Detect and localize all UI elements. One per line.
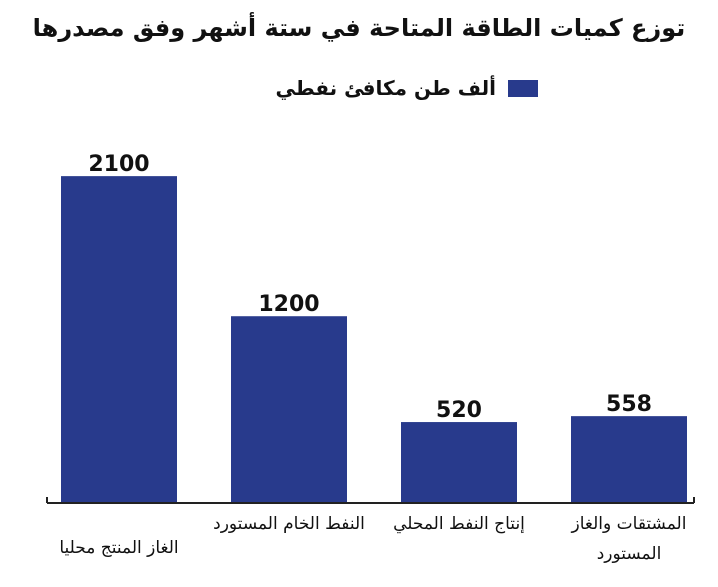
category-label-1: الغاز المنتج محليا (59, 538, 179, 558)
category-label-3: إنتاج النفط المحلي (393, 514, 525, 534)
bar-1 (61, 176, 177, 503)
chart-title: توزع كميات الطاقة المتاحة في ستة أشهر وف… (32, 14, 686, 42)
bar-3 (401, 422, 517, 503)
data-label-1: 2100 (88, 152, 149, 177)
data-label-2: 1200 (258, 292, 319, 317)
data-label-3: 520 (436, 398, 482, 423)
legend: ألف طن مكافئ نفطي (276, 76, 538, 100)
data-label-4: 558 (606, 392, 652, 417)
bar-2 (231, 316, 347, 503)
category-label-4: المشتقات والغاز المستورد (571, 514, 687, 564)
legend-swatch (508, 79, 538, 97)
legend-label: ألف طن مكافئ نفطي (275, 76, 496, 100)
bar-4 (571, 416, 687, 503)
category-label-2: النفط الخام المستورد (213, 514, 365, 534)
